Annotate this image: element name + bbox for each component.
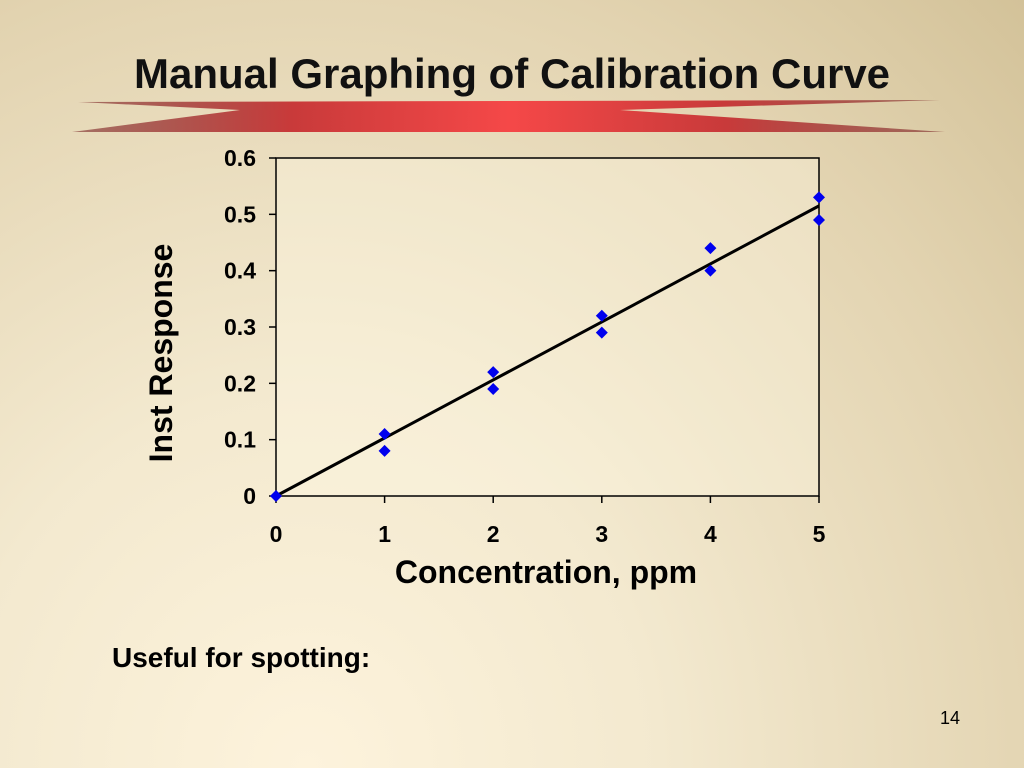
calibration-fit-line — [275, 204, 820, 498]
x-tick-label: 2 — [487, 521, 500, 547]
data-point-diamond — [487, 382, 500, 395]
data-point-diamond — [595, 326, 608, 339]
y-tick-label: 0.3 — [224, 314, 256, 340]
y-tick-label: 0 — [243, 483, 256, 509]
data-point-diamond — [378, 444, 391, 457]
y-tick-label: 0.4 — [224, 258, 256, 284]
x-tick-label: 5 — [813, 521, 826, 547]
x-axis-label: Concentration, ppm — [395, 554, 697, 590]
body-text: Useful for spotting: — [112, 642, 371, 673]
x-tick-label: 0 — [270, 521, 283, 547]
title-rule-lower — [72, 110, 945, 132]
y-tick-label: 0.5 — [224, 201, 256, 227]
data-point-diamond — [704, 264, 717, 277]
x-tick-label: 4 — [704, 521, 717, 547]
data-points — [270, 191, 825, 502]
y-tick-label: 0.6 — [224, 145, 256, 171]
data-point-diamond — [813, 213, 825, 226]
data-point-diamond — [487, 366, 500, 379]
slide-title: Manual Graphing of Calibration Curve — [133, 50, 891, 97]
y-tick-label: 0.2 — [224, 370, 256, 396]
data-point-diamond — [378, 428, 391, 441]
title-underline-decoration — [72, 100, 945, 132]
data-point-diamond — [813, 191, 825, 204]
data-point-diamond — [270, 490, 282, 502]
data-point-diamond — [704, 242, 717, 255]
y-tick-label: 0.1 — [224, 427, 256, 453]
x-tick-label: 1 — [378, 521, 391, 547]
y-axis-ticks: 0 0.1 0.2 0.3 0.4 0.5 0.6 — [224, 145, 276, 509]
x-axis-ticks: 0 1 2 3 4 5 — [270, 496, 826, 547]
y-axis-label: Inst Response — [143, 244, 179, 463]
plot-area — [275, 157, 820, 497]
title-rule-upper — [78, 100, 940, 110]
page-number: 14 — [939, 708, 961, 728]
x-tick-label: 3 — [595, 521, 608, 547]
data-point-diamond — [595, 309, 608, 322]
